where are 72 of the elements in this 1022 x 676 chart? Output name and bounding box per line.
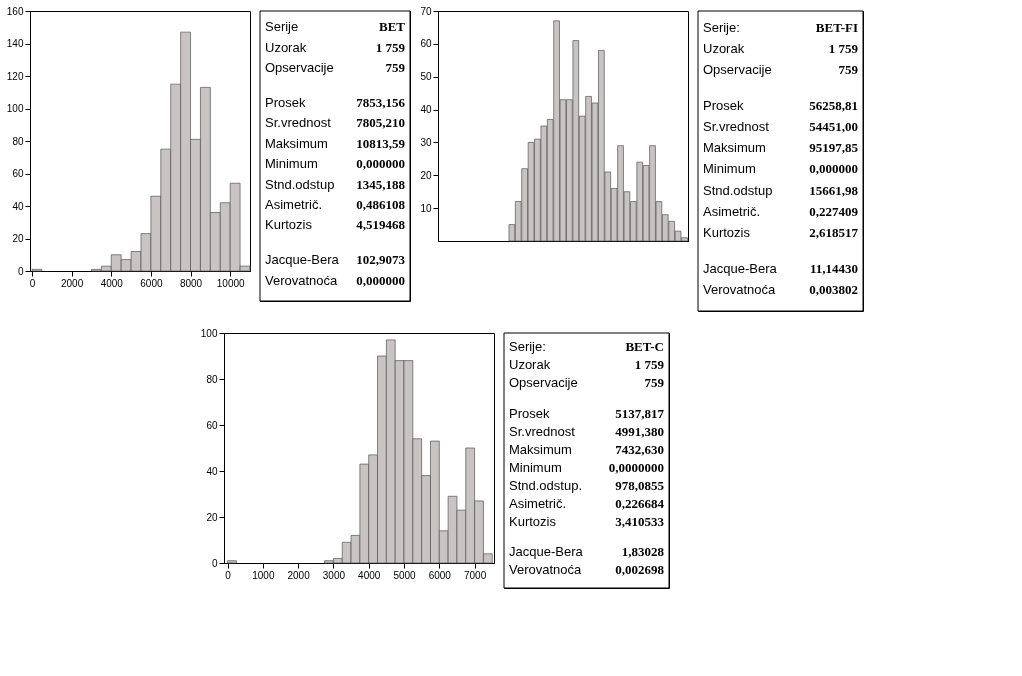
y-tick-label: 140 (6, 38, 24, 49)
text: Opservacije 759 (509, 375, 664, 391)
text: Serije: BET-FI (703, 19, 858, 35)
y-tick-label: 100 (6, 103, 24, 114)
x-tick-label: 0 (225, 569, 232, 581)
x-tick-label: 10000 (216, 277, 246, 289)
y-tick-label: 10 (420, 202, 432, 214)
y-tick-label: 40 (206, 465, 218, 477)
text: Uzorak 1 759 (265, 39, 405, 55)
text: Kurtozis 3,410533 (509, 513, 664, 529)
text: Minimum 0,000000 (265, 156, 405, 172)
y-tick-label: 0 (17, 265, 24, 277)
y-tick-label: 40 (420, 104, 432, 116)
text: Sr.vrednost 54451,00 (703, 119, 858, 135)
y-tick-label: 20 (12, 233, 24, 244)
text: Asimetrič. 0,226684 (509, 495, 664, 511)
text: Maksimum 95197,85 (703, 140, 858, 156)
text: Opservacije 759 (703, 62, 858, 78)
text: Maksimum 7432,630 (509, 441, 664, 457)
text: Prosek 7853,156 (265, 94, 405, 110)
x-tick-label: 2000 (287, 569, 311, 581)
x-tick-label: 4000 (100, 277, 124, 289)
text: Serije BET (265, 19, 405, 35)
x-tick-label: 4000 (358, 569, 381, 581)
x-tick-label: 3000 (322, 569, 346, 581)
y-tick-label: 20 (420, 169, 432, 181)
text: Prosek 56258,81 (703, 98, 858, 114)
text: Kurtozis 4,519468 (265, 217, 405, 233)
text: Kurtozis 2,618517 (703, 224, 858, 240)
text: Opservacije 759 (265, 60, 405, 76)
y-tick-label: 30 (420, 136, 432, 148)
text: Jacque-Bera 102,9073 (265, 252, 405, 268)
text: Prosek 5137,817 (509, 405, 664, 421)
y-tick-label: 100 (200, 327, 218, 339)
text: Serije: BET-C (509, 339, 664, 355)
text: Uzorak 1 759 (509, 357, 664, 373)
text: Asimetrič. 0,486108 (265, 197, 405, 213)
text: Stnd.odstup. 978,0855 (509, 477, 664, 493)
y-tick-label: 160 (6, 5, 24, 17)
y-tick-label: 80 (12, 135, 24, 147)
text: Stnd.odstup 15661,98 (703, 182, 858, 198)
x-tick-label: 7000 (463, 569, 487, 581)
x-tick-label: 6000 (140, 277, 163, 289)
text: Verovatnoća 0,002698 (509, 562, 664, 578)
text: Jacque-Bera 11,14430 (703, 260, 858, 276)
x-tick-label: 2000 (61, 277, 84, 289)
y-tick-label: 80 (206, 373, 218, 385)
x-tick-label: 0 (29, 277, 36, 289)
y-tick-label: 0 (211, 557, 218, 569)
text: Sr.vrednost 7805,210 (265, 115, 405, 131)
y-tick-label: 40 (12, 200, 24, 212)
y-tick-label: 20 (206, 511, 218, 523)
text: Minimum 0,000000 (703, 161, 858, 177)
y-tick-label: 120 (6, 70, 24, 82)
text: Uzorak 1 759 (703, 41, 858, 57)
text: Stnd.odstup 1345,188 (265, 176, 405, 192)
y-tick-label: 60 (12, 168, 24, 179)
y-tick-label: 70 (420, 5, 432, 17)
text: Minimum 0,0000000 (509, 459, 664, 475)
y-tick-label: 60 (420, 38, 432, 50)
text: Jacque-Bera 1,83028 (509, 544, 664, 560)
text: Verovatnoća 0,000000 (265, 272, 405, 288)
x-tick-label: 8000 (179, 277, 203, 289)
x-tick-label: 6000 (428, 569, 452, 581)
text: Sr.vrednost 4991,380 (509, 423, 664, 439)
text: Maksimum 10813,59 (265, 135, 405, 151)
y-tick-label: 50 (420, 71, 432, 83)
text: Verovatnoća 0,003802 (703, 281, 858, 297)
x-tick-label: 5000 (393, 569, 417, 581)
x-tick-label: 1000 (252, 569, 275, 581)
y-tick-label: 60 (206, 419, 218, 431)
text: Asimetrič. 0,227409 (703, 203, 858, 219)
